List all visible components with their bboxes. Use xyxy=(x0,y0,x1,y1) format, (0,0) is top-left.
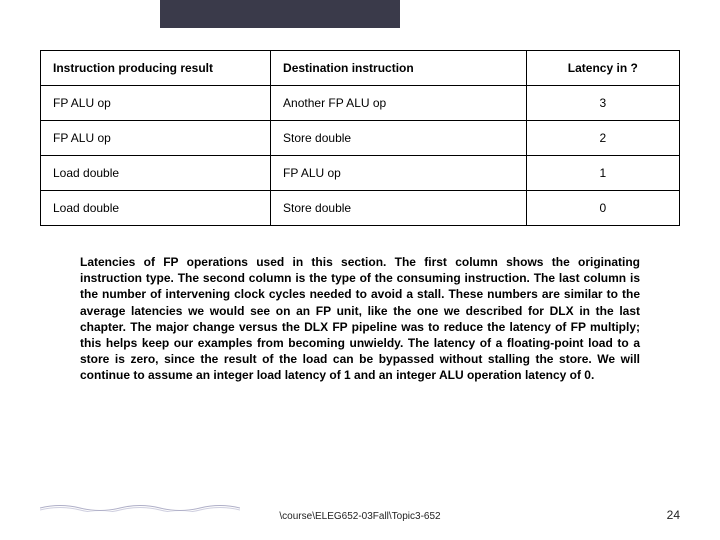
cell-latency: 1 xyxy=(526,156,679,191)
cell-instruction: FP ALU op xyxy=(41,121,271,156)
page-number: 24 xyxy=(667,508,680,522)
cell-destination: Store double xyxy=(271,191,527,226)
cell-latency: 3 xyxy=(526,86,679,121)
cell-destination: FP ALU op xyxy=(271,156,527,191)
table-row: Load double FP ALU op 1 xyxy=(41,156,680,191)
figure-caption: Latencies of FP operations used in this … xyxy=(40,254,680,384)
table-row: Load double Store double 0 xyxy=(41,191,680,226)
col-header-destination: Destination instruction xyxy=(271,51,527,86)
slide-footer: \course\ELEG652-03Fall\Topic3-652 24 xyxy=(0,502,720,522)
col-header-instruction: Instruction producing result xyxy=(41,51,271,86)
footer-path-text: \course\ELEG652-03Fall\Topic3-652 xyxy=(279,511,440,522)
cell-destination: Store double xyxy=(271,121,527,156)
cell-instruction: Load double xyxy=(41,191,271,226)
latency-table: Instruction producing result Destination… xyxy=(40,50,680,226)
table-header-row: Instruction producing result Destination… xyxy=(41,51,680,86)
main-content: Instruction producing result Destination… xyxy=(40,50,680,384)
cell-destination: Another FP ALU op xyxy=(271,86,527,121)
cell-latency: 0 xyxy=(526,191,679,226)
col-header-latency: Latency in ? xyxy=(526,51,679,86)
cell-instruction: FP ALU op xyxy=(41,86,271,121)
decorative-wave-icon xyxy=(40,502,240,512)
cell-instruction: Load double xyxy=(41,156,271,191)
table-row: FP ALU op Another FP ALU op 3 xyxy=(41,86,680,121)
cell-latency: 2 xyxy=(526,121,679,156)
table-row: FP ALU op Store double 2 xyxy=(41,121,680,156)
decorative-top-bar xyxy=(160,0,400,28)
